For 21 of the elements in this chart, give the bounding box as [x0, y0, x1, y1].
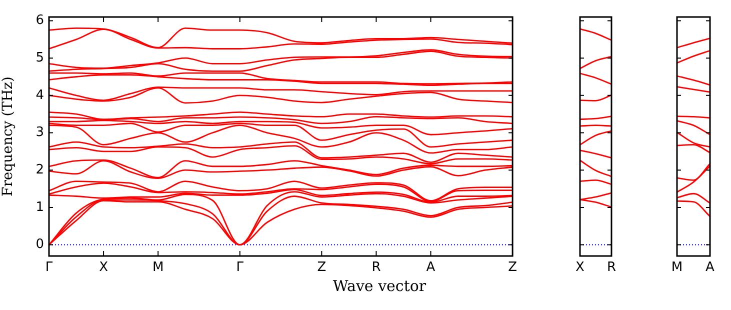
y-tick-label: 5	[36, 50, 44, 66]
x-axis-title: Wave vector	[332, 277, 426, 295]
y-tick-label: 2	[36, 162, 44, 178]
x-tick-label: Γ	[45, 260, 54, 276]
y-tick-label: 6	[36, 13, 44, 28]
x-tick-label: R	[372, 260, 381, 276]
y-axis-title: Frequency (THz)	[0, 76, 16, 197]
x-tick-label: X	[576, 260, 585, 276]
x-tick-label: M	[671, 260, 683, 276]
x-tick-label: Z	[317, 260, 326, 276]
x-tick-label: X	[99, 260, 108, 276]
x-tick-label: A	[706, 260, 715, 276]
y-tick-label: 3	[36, 125, 44, 140]
y-tick-label: 0	[36, 237, 44, 252]
x-tick-label: M	[152, 260, 164, 276]
x-tick-label: A	[426, 260, 436, 276]
x-tick-label: Γ	[236, 260, 244, 276]
y-tick-label: 4	[36, 88, 44, 103]
x-tick-label: Z	[508, 260, 518, 276]
y-tick-label: 1	[36, 200, 44, 215]
x-tick-label: R	[606, 260, 616, 276]
